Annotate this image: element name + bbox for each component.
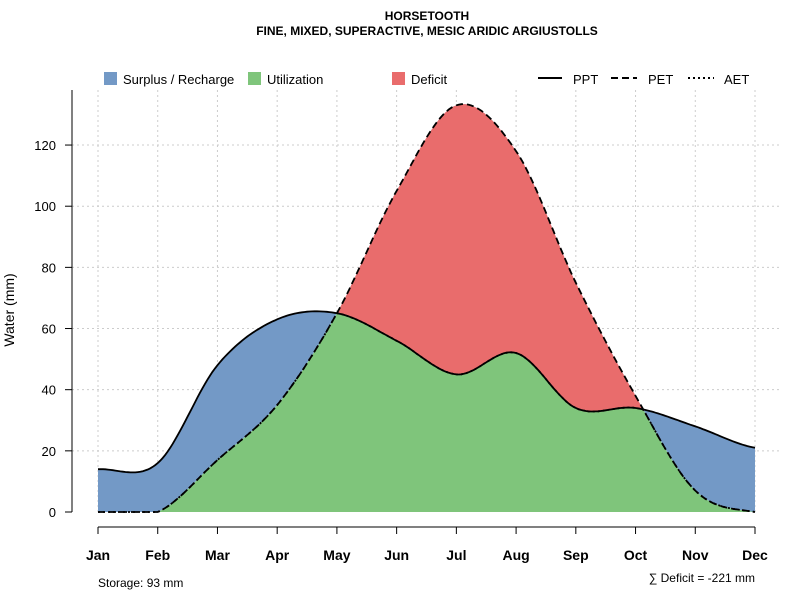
x-tick-label: Aug [502, 547, 529, 563]
y-tick-label: 100 [34, 199, 56, 214]
y-tick-label: 0 [49, 505, 56, 520]
areas [98, 104, 755, 512]
chart-title: HORSETOOTH [385, 9, 469, 23]
legend-swatch-deficit [392, 72, 405, 85]
legend-label-ppt: PPT [573, 72, 598, 87]
x-tick-label: Oct [624, 547, 648, 563]
legend-label-pet: PET [648, 72, 673, 87]
y-axis-label: Water (mm) [1, 273, 17, 346]
legend-label-deficit: Deficit [411, 72, 448, 87]
legend-label-aet: AET [724, 72, 749, 87]
chart-subtitle: FINE, MIXED, SUPERACTIVE, MESIC ARIDIC A… [256, 24, 598, 38]
legend-swatch-surplus [104, 72, 117, 85]
x-tick-label: Nov [682, 547, 709, 563]
axes: 0 20 40 60 80 100 120 Jan Feb Mar Apr May Jun Jul Aug S… [34, 90, 768, 563]
x-tick-label: Jul [446, 547, 466, 563]
legend-label-utilization: Utilization [267, 72, 323, 87]
y-tick-label: 60 [42, 322, 56, 337]
area-utilization [98, 313, 755, 512]
x-tick-label: Jun [384, 547, 409, 563]
y-tick-label: 80 [42, 260, 56, 275]
legend-label-surplus: Surplus / Recharge [123, 72, 234, 87]
legend: Surplus / Recharge Utilization Deficit P… [104, 72, 749, 87]
x-tick-label: Sep [563, 547, 589, 563]
x-tick-label: Apr [265, 547, 290, 563]
line-ppt [97, 310, 756, 474]
y-tick-label: 20 [42, 444, 56, 459]
deficit-annotation: ∑ Deficit = -221 mm [649, 571, 755, 585]
x-tick-label: Dec [742, 547, 768, 563]
x-tick-label: May [323, 547, 350, 563]
line-aet [98, 312, 756, 513]
x-tick-label: Mar [205, 547, 230, 563]
area-deficit [98, 104, 755, 512]
y-tick-label: 40 [42, 383, 56, 398]
storage-annotation: Storage: 93 mm [98, 576, 183, 590]
y-tick-label: 120 [34, 138, 56, 153]
x-tick-label: Feb [145, 547, 170, 563]
lines [97, 103, 756, 513]
x-tick-label: Jan [86, 547, 110, 563]
legend-swatch-utilization [248, 72, 261, 85]
